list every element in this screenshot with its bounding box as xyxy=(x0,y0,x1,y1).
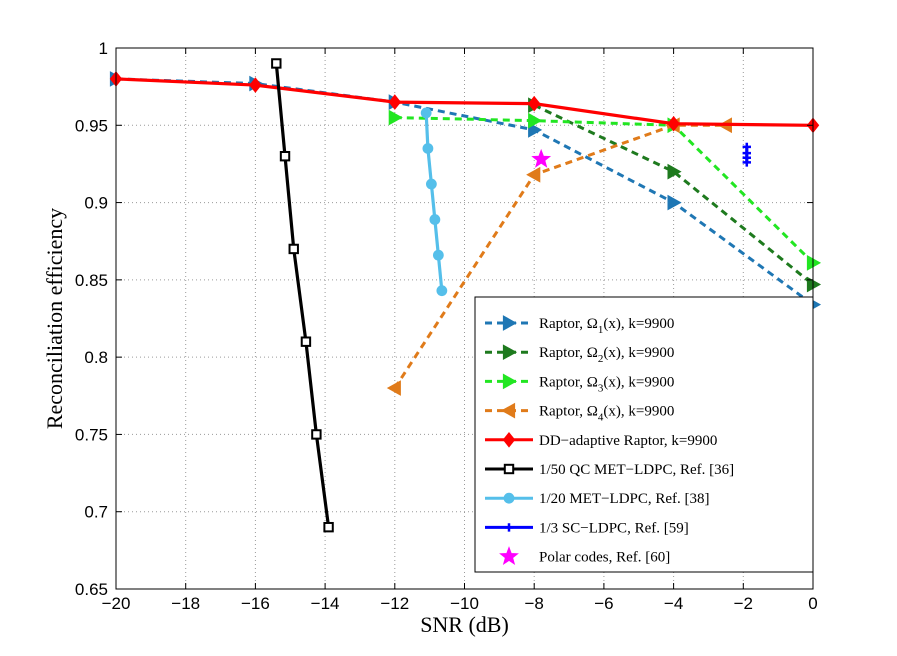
data-point xyxy=(806,255,822,271)
data-point xyxy=(667,194,682,211)
x-tick-label: −16 xyxy=(241,594,270,613)
legend-entry: Raptor, Ω2(x), k=9900 xyxy=(485,344,674,365)
data-point xyxy=(806,276,822,293)
data-point xyxy=(502,373,518,390)
legend: Raptor, Ω1(x), k=9900 Raptor, Ω2(x), k=99… xyxy=(474,296,814,573)
data-point xyxy=(388,109,403,126)
series-9 xyxy=(531,148,552,168)
legend-entry: DD−adaptive Raptor, k=9900 xyxy=(485,431,717,449)
data-point xyxy=(271,58,282,69)
data-point xyxy=(504,523,514,532)
x-tick-label: −10 xyxy=(450,594,479,613)
series-6 xyxy=(271,58,334,533)
series-8 xyxy=(742,142,751,167)
legend-label: 1/20 MET−LDPC, Ref. [38] xyxy=(539,491,710,507)
legend-label: 1/50 QC MET−LDPC, Ref. [36] xyxy=(539,462,734,478)
data-point xyxy=(288,243,299,255)
series-7 xyxy=(420,107,448,297)
series-line xyxy=(424,112,444,291)
legend-label: DD−adaptive Raptor, k=9900 xyxy=(539,433,717,449)
data-point xyxy=(528,112,543,129)
data-point xyxy=(527,95,541,112)
y-tick-label: 0.95 xyxy=(75,116,108,135)
data-point xyxy=(526,166,541,183)
x-tick-label: −18 xyxy=(171,594,200,613)
data-point xyxy=(420,107,432,119)
data-point xyxy=(300,336,312,347)
y-tick-label: 0.9 xyxy=(84,194,108,213)
y-tick-label: 0.8 xyxy=(84,348,108,367)
series-line xyxy=(393,123,726,389)
legend-entry: Raptor, Ω3(x), k=9900 xyxy=(485,373,674,394)
series-line xyxy=(115,77,814,306)
data-point xyxy=(311,429,322,440)
legend-entry: 1/3 SC−LDPC, Ref. [59] xyxy=(485,520,689,536)
data-point xyxy=(503,492,515,504)
series-line xyxy=(394,116,815,264)
y-tick-label: 0.75 xyxy=(75,425,108,444)
data-point xyxy=(667,115,680,132)
legend-entry: Polar codes, Ref. [60] xyxy=(499,546,670,566)
series-layer xyxy=(109,58,822,533)
x-tick-label: −14 xyxy=(311,594,340,613)
x-tick-label: −12 xyxy=(380,594,409,613)
ticks: −20 −18 −16 −14 −12 −10 −8 −6 −4 −2 00.650.70.750.… xyxy=(75,39,818,613)
data-point xyxy=(500,402,516,419)
x-tick-label: −4 xyxy=(664,594,683,613)
y-tick-label: 0.65 xyxy=(75,580,108,599)
data-point xyxy=(436,285,448,297)
data-point xyxy=(432,249,444,261)
legend-entry: 1/20 MET−LDPC, Ref. [38] xyxy=(485,491,710,507)
x-axis-label: SNR (dB) xyxy=(420,612,509,637)
legend-entry: 1/50 QC MET−LDPC, Ref. [36] xyxy=(485,462,734,478)
y-tick-label: 0.85 xyxy=(75,271,108,290)
data-point xyxy=(249,77,262,93)
data-point xyxy=(502,344,518,361)
legend-label: Raptor, Ω3(x), k=9900 xyxy=(539,374,674,394)
legend-label: Raptor, Ω2(x), k=9900 xyxy=(539,345,674,365)
data-point xyxy=(742,158,751,167)
x-tick-label: −8 xyxy=(525,594,544,613)
x-tick-label: −20 xyxy=(102,594,131,613)
y-tick-label: 0.7 xyxy=(84,503,108,522)
data-point xyxy=(429,214,441,225)
x-tick-label: −2 xyxy=(734,594,753,613)
data-point xyxy=(502,315,518,331)
data-point xyxy=(502,431,516,448)
data-point xyxy=(667,163,682,180)
data-point xyxy=(422,143,434,154)
y-tick-label: 1 xyxy=(99,39,108,58)
data-point xyxy=(388,94,402,110)
legend-label: Raptor, Ω4(x), k=9900 xyxy=(539,404,674,424)
data-point xyxy=(531,148,552,168)
data-point xyxy=(323,521,334,533)
y-axis-label: Reconciliation efficiency xyxy=(42,208,67,429)
x-tick-label: −6 xyxy=(594,594,613,613)
legend-label: Polar codes, Ref. [60] xyxy=(539,550,670,566)
legend-entry: Raptor, Ω1(x), k=9900 xyxy=(485,315,674,336)
legend-label: 1/3 SC−LDPC, Ref. [59] xyxy=(539,520,689,536)
data-point xyxy=(499,546,519,566)
legend-label: Raptor, Ω1(x), k=9900 xyxy=(539,316,674,336)
x-tick-label: 0 xyxy=(808,594,817,613)
series-line xyxy=(533,103,814,286)
data-point xyxy=(279,151,291,162)
legend-entry: Raptor, Ω4(x), k=9900 xyxy=(485,402,674,424)
series-line xyxy=(115,77,814,127)
data-point xyxy=(503,463,515,475)
series-line xyxy=(274,63,331,528)
data-point xyxy=(425,178,437,190)
data-point xyxy=(386,380,401,396)
